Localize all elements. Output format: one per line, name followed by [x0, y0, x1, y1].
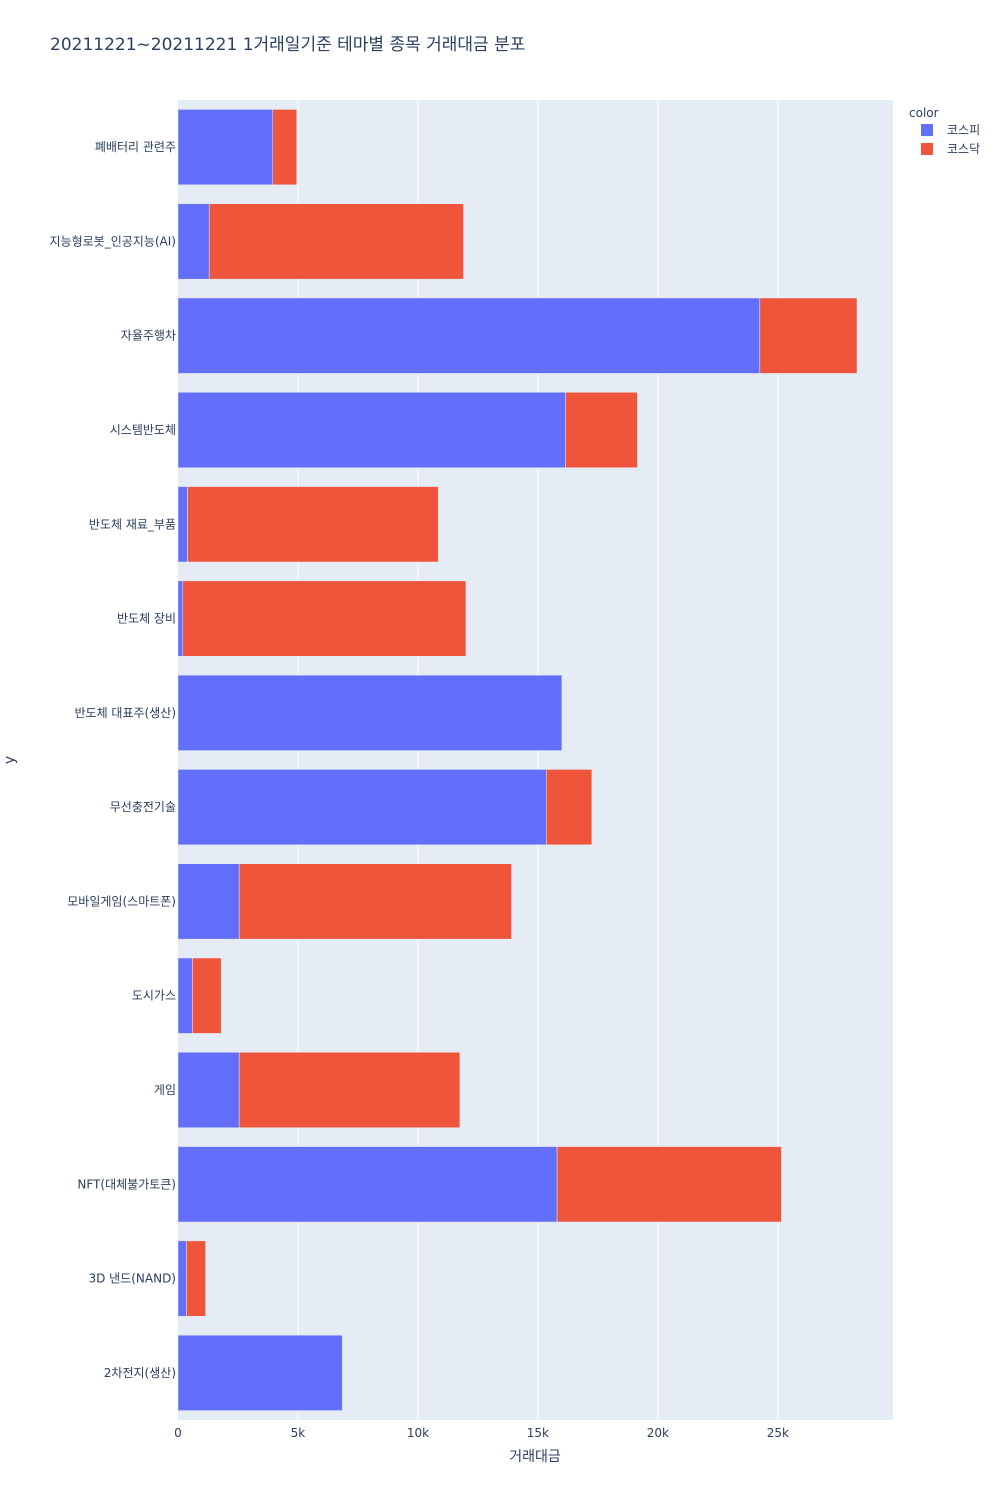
bar-kospi[interactable]: [177, 297, 761, 374]
y-tick-label: 반도체 대표주(생산): [75, 706, 177, 720]
bar-kospi[interactable]: [177, 392, 566, 468]
legend-label[interactable]: 코스닥: [947, 142, 980, 156]
bar-kosdaq[interactable]: [187, 486, 439, 563]
bar-kosdaq[interactable]: [182, 580, 467, 657]
y-tick-label: 폐배터리 관련주: [95, 140, 176, 154]
x-tick-label: 10k: [407, 1426, 429, 1440]
y-tick-label: 무선충전기술: [110, 800, 176, 814]
y-tick-label: 반도체 장비: [117, 612, 176, 626]
legend-label[interactable]: 코스피: [947, 123, 980, 137]
bar-kosdaq[interactable]: [186, 1240, 206, 1317]
bars-layer: [177, 109, 858, 1411]
y-tick-label: 2차전지(생산): [104, 1366, 176, 1380]
y-tick-label: 모바일게임(스마트폰): [67, 894, 176, 908]
y-tick-label: 시스템반도체: [110, 423, 176, 437]
x-tick-label: 25k: [767, 1426, 789, 1440]
bar-kosdaq[interactable]: [238, 863, 512, 940]
y-tick-label: 도시가스: [132, 989, 176, 1003]
y-tick-label: NFT(대체불가토큰): [77, 1177, 176, 1191]
x-tick-label: 20k: [647, 1426, 669, 1440]
y-tick-label: 자율주행차: [121, 328, 176, 343]
bar-kospi[interactable]: [177, 1240, 187, 1317]
bar-kosdaq[interactable]: [208, 203, 464, 280]
legend-title: color: [909, 106, 939, 120]
bar-kospi[interactable]: [177, 486, 188, 563]
y-axis-title: y: [2, 756, 18, 764]
bar-kospi[interactable]: [177, 674, 563, 751]
x-tick-label: 0: [174, 1426, 182, 1440]
bar-kosdaq[interactable]: [556, 1146, 782, 1223]
bar-kosdaq[interactable]: [565, 392, 638, 468]
bar-kosdaq[interactable]: [759, 297, 858, 374]
bar-kosdaq[interactable]: [192, 957, 222, 1034]
bar-kospi[interactable]: [177, 109, 274, 186]
bar-kospi[interactable]: [177, 1334, 343, 1411]
x-tick-label: 5k: [291, 1426, 306, 1440]
bar-kospi[interactable]: [177, 1052, 240, 1128]
y-tick-label: 3D 낸드(NAND): [88, 1272, 176, 1286]
y-tick-label: 지능형로봇_인공지능(AI): [50, 234, 176, 248]
bar-kospi[interactable]: [177, 1146, 558, 1223]
legend-swatch[interactable]: [921, 124, 933, 136]
bar-kospi[interactable]: [177, 769, 547, 846]
bar-kosdaq[interactable]: [546, 769, 593, 846]
y-tick-label: 게임: [154, 1083, 176, 1097]
bar-kospi[interactable]: [177, 580, 184, 657]
x-tick-label: 15k: [527, 1426, 549, 1440]
bar-kospi[interactable]: [177, 957, 193, 1034]
bar-kospi[interactable]: [177, 203, 210, 280]
bar-kosdaq[interactable]: [272, 109, 298, 186]
y-tick-label: 반도체 재료_부품: [89, 517, 176, 531]
legend-swatch[interactable]: [921, 143, 933, 155]
bar-kospi[interactable]: [177, 863, 240, 940]
x-ticks: 0 5k 10k 15k 20k 25k: [174, 1426, 789, 1440]
chart-title: 20211221~20211221 1거래일기준 테마별 종목 거래대금 분포: [50, 35, 525, 55]
bar-kosdaq[interactable]: [238, 1052, 461, 1128]
x-axis-title: 거래대금: [509, 1449, 561, 1465]
